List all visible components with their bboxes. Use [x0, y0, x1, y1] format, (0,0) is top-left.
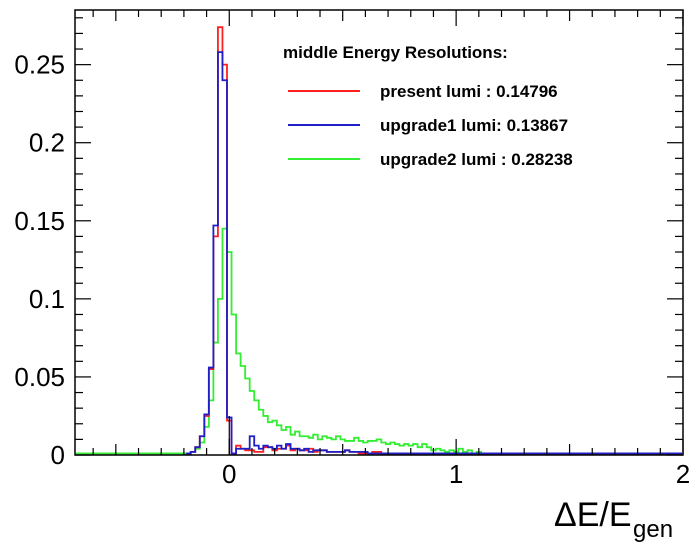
series-line-upgrade2-lumi [185, 227, 682, 455]
series-line-upgrade1-lumi [185, 51, 682, 455]
axes-layer: 0 0.05 0.1 0.15 0.2 0.25 0 1 2 [14, 10, 690, 489]
series-layer [76, 26, 682, 455]
y-tick-label: 0 [51, 440, 65, 470]
legend: middle Energy Resolutions: present lumi … [283, 43, 573, 169]
legend-label-present-lumi: present lumi : 0.14796 [380, 82, 558, 101]
x-tick-label: 1 [449, 459, 463, 489]
y-tick-label: 0.1 [29, 284, 65, 314]
x-tick-label: 2 [676, 459, 690, 489]
x-axis-label-subscript: gen [633, 516, 673, 543]
x-tick-label: 0 [222, 459, 236, 489]
legend-label-upgrade2-lumi: upgrade2 lumi : 0.28238 [380, 150, 573, 169]
x-axis-label: ΔE/E [554, 496, 632, 534]
legend-label-upgrade1-lumi: upgrade1 lumi: 0.13867 [380, 116, 568, 135]
legend-title: middle Energy Resolutions: [283, 43, 508, 62]
y-tick-label: 0.2 [29, 128, 65, 158]
x-axis-title: ΔE/E gen [554, 496, 673, 543]
y-tick-label: 0.25 [14, 50, 65, 80]
y-tick-label: 0.05 [14, 362, 65, 392]
plot-frame [74, 9, 684, 456]
y-tick-label: 0.15 [14, 206, 65, 236]
